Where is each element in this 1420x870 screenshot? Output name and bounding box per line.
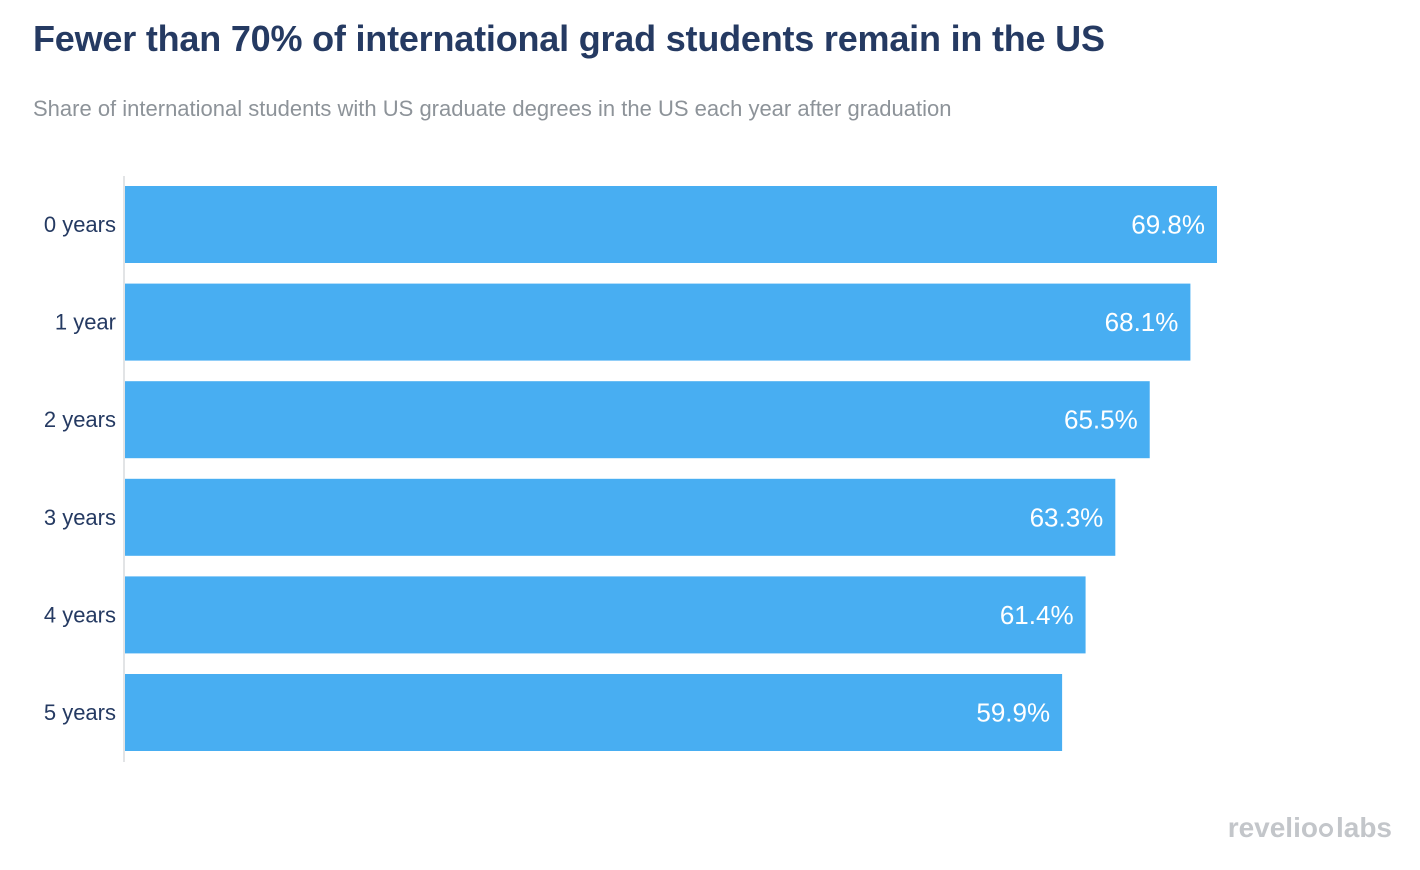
logo-text-revelio: revelio	[1227, 812, 1318, 843]
category-label-5: 5 years	[44, 700, 116, 725]
logo-dot-icon	[1318, 823, 1333, 837]
value-label-5: 59.9%	[976, 698, 1050, 728]
category-label-4: 4 years	[44, 602, 116, 627]
bar-2	[125, 381, 1150, 459]
category-label-0: 0 years	[44, 212, 116, 237]
category-label-2: 2 years	[44, 407, 116, 432]
bar-5	[125, 674, 1063, 751]
value-label-3: 63.3%	[1030, 502, 1104, 532]
value-label-4: 61.4%	[1000, 600, 1074, 630]
value-label-0: 69.8%	[1131, 210, 1205, 240]
category-label-1: 1 year	[55, 310, 116, 335]
logo-text-labs: labs	[1335, 812, 1392, 843]
bars-layer: 0 years 69.8% 1 year 68.1% 2 years 65.5% 3 yea…	[44, 186, 1217, 751]
chart-subtitle: Share of international students with US …	[33, 96, 952, 121]
revelio-labs-logo: revelio labs	[1228, 812, 1392, 844]
value-label-1: 68.1%	[1105, 307, 1179, 337]
category-label-3: 3 years	[44, 505, 116, 530]
value-label-2: 65.5%	[1064, 405, 1138, 435]
chart-title: Fewer than 70% of international grad stu…	[33, 18, 1105, 59]
bar-4	[125, 576, 1086, 654]
bar-3	[125, 478, 1116, 556]
bar-1	[125, 283, 1191, 361]
bar-0	[125, 186, 1217, 263]
